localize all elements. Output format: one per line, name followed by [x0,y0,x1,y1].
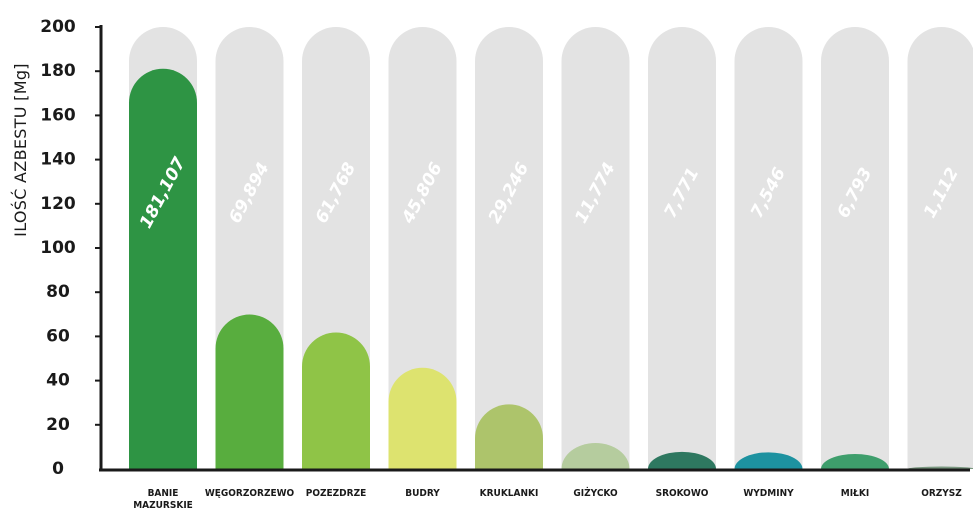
background-bar [907,27,973,469]
y-tick-label: 120 [40,194,76,214]
y-tick-label: 180 [40,61,76,81]
bar [561,442,630,469]
y-tick-label: 0 [52,459,64,479]
bar [215,314,284,469]
background-bar [821,27,889,469]
bar [475,404,543,469]
y-axis-ticks: 0 20 40 60 80 100 120 140 160 180 200 [40,17,101,479]
category-label: BANIE [148,488,179,499]
y-tick-label: 200 [40,17,76,37]
y-tick-label: 100 [40,238,76,258]
background-bar [388,27,457,470]
bar [648,451,716,469]
category-label: KRUKLANKI [480,488,539,499]
data-bars [129,68,973,469]
y-tick-label: 80 [46,282,70,302]
bar [302,332,370,469]
background-bar [648,27,716,469]
bar [734,452,803,469]
y-tick-label: 160 [40,105,76,125]
category-label: WYDMINY [743,488,794,499]
y-tick-label: 60 [46,326,70,346]
bar [129,68,197,469]
y-tick-label: 20 [46,415,70,435]
category-label: MAZURSKIE [133,500,193,511]
category-label: SROKOWO [656,488,709,499]
bar [907,466,973,469]
category-label: ORZYSZ [921,488,962,499]
category-label: GIŻYCKO [573,485,618,499]
category-label: WĘGORZORZEWO [205,488,295,499]
background-bars [129,27,973,470]
background-bar [475,27,543,469]
bar [821,453,889,469]
background-bar [561,27,630,470]
category-label: POZEZDRZE [306,488,367,499]
bar [388,367,457,469]
category-label: BUDRY [405,488,440,499]
y-tick-label: 140 [40,150,76,170]
y-axis-label: ILOŚĆ AZBESTU [Mg] [11,63,30,237]
y-tick-label: 40 [46,371,70,391]
category-label: MIŁKI [841,488,869,499]
background-bar [734,27,803,470]
